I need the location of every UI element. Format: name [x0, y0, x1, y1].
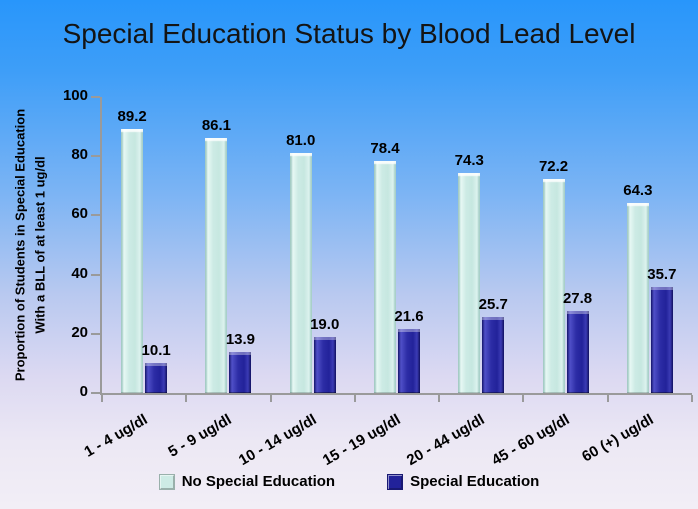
y-tick-mark [91, 214, 100, 217]
legend-label: No Special Education [181, 473, 336, 490]
bar-value-label: 10.1 [141, 342, 171, 360]
x-tick-mark [691, 395, 693, 402]
x-tick-label: 15 - 19 ug/dl [319, 411, 404, 470]
y-axis-title-line-1: Proportion of Students in Special Educat… [12, 108, 28, 382]
chart-title: Special Education Status by Blood Lead L… [62, 18, 636, 49]
bar-value-label: 21.6 [394, 308, 424, 326]
bar-no-special-education [374, 160, 396, 393]
legend-item-special-education: Special Education [387, 473, 539, 490]
bar-no-special-education [205, 138, 228, 393]
legend-item-no-special-education: No Special Education [158, 473, 336, 490]
x-tick-label: 1 - 4 ug/dl [81, 411, 151, 461]
x-tick-mark [101, 395, 103, 402]
x-tick-mark [353, 395, 356, 402]
y-tick-mark [91, 392, 100, 394]
x-tick-label: 5 - 9 ug/dl [165, 411, 235, 461]
bar-special-education [650, 287, 673, 393]
bar-value-label: 25.7 [478, 295, 508, 313]
bar-value-label: 74.3 [454, 152, 484, 170]
x-tick-label: 20 - 44 ug/dl [404, 411, 488, 470]
bar-special-education [566, 310, 589, 393]
bar-value-label: 19.0 [310, 315, 340, 333]
bar-value-label: 35.7 [647, 266, 677, 284]
y-tick-label: 60 [71, 205, 88, 223]
y-tick-label: 20 [71, 323, 88, 341]
bar-value-label: 72.2 [538, 158, 569, 176]
bar-no-special-education [542, 179, 565, 393]
x-tick-label: 60 (+) ug/dl [578, 411, 657, 466]
x-tick-mark [185, 395, 188, 402]
bar-special-education [398, 329, 420, 393]
legend: No Special Education Special Education [0, 473, 698, 490]
bar-special-education [229, 351, 252, 393]
y-tick-label: 40 [71, 264, 88, 282]
bar-value-label: 64.3 [623, 181, 653, 199]
legend-swatch-special-education [387, 473, 404, 490]
legend-swatch-no-special-education [158, 473, 175, 490]
y-axis-title-line-2: With a BLL of at least 1 ug/dl [32, 156, 47, 334]
bar-no-special-education [626, 202, 649, 393]
y-tick-label: 100 [62, 87, 88, 104]
bar-value-label: 81.0 [286, 132, 316, 150]
bar-no-special-education [458, 173, 481, 393]
x-tick-mark [606, 395, 609, 402]
x-tick-label: 45 - 60 ug/dl [488, 411, 573, 470]
bar-special-education [313, 336, 336, 393]
plot-area: 0 20 40 60 80 100 89.2 10.1 86.1 13.9 81.0 19.0 78.… [63, 87, 693, 469]
bar-value-label: 13.9 [225, 330, 256, 348]
y-tick-label: 0 [79, 383, 88, 400]
bar-special-education [145, 363, 168, 393]
x-tick-mark [522, 395, 525, 402]
y-tick-mark [91, 332, 100, 335]
bar-no-special-education [121, 128, 144, 393]
bar-value-label: 89.2 [117, 107, 147, 125]
y-tick-mark [91, 273, 100, 276]
bar-value-label: 27.8 [562, 289, 593, 307]
bar-no-special-education [289, 153, 312, 393]
y-axis-title: Proportion of Students in Special Educat… [2, 97, 58, 393]
x-tick-label: 10 - 14 ug/dl [235, 411, 320, 470]
y-tick-mark [91, 155, 100, 158]
x-tick-mark [438, 395, 441, 402]
bar-special-education [482, 316, 505, 393]
bar-value-label: 86.1 [201, 117, 232, 135]
x-tick-mark [269, 395, 272, 402]
legend-label: Special Education [410, 473, 540, 490]
bar-value-label: 78.4 [370, 139, 400, 157]
y-tick-label: 80 [71, 146, 88, 164]
y-tick-mark [91, 96, 100, 98]
